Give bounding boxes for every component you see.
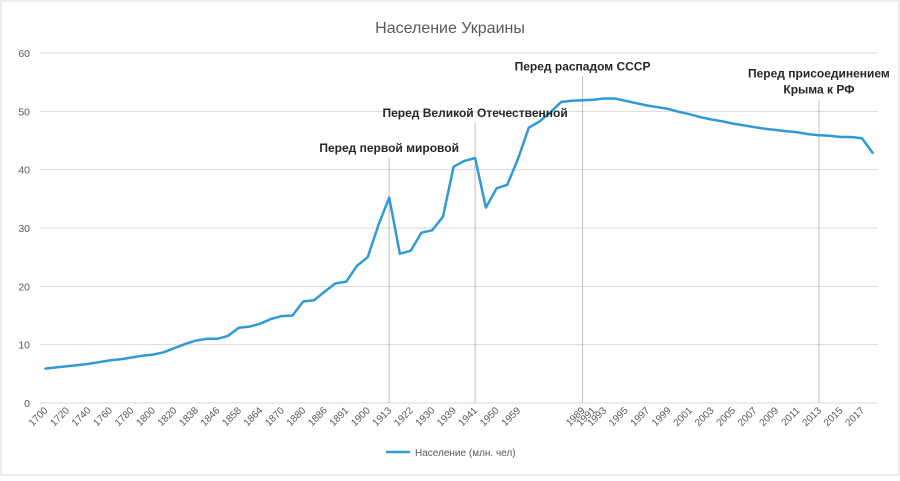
y-tick-label: 30	[18, 223, 30, 235]
y-tick-label: 40	[18, 165, 30, 177]
y-axis-ticks: 0 10 20 30 40 50 60	[18, 48, 30, 410]
series-line	[44, 97, 874, 370]
y-tick-label: 50	[18, 106, 30, 118]
legend-label: Население (млн. чел)	[415, 448, 516, 459]
y-tick-label: 20	[18, 281, 30, 293]
y-tick-label: 60	[18, 48, 30, 60]
event-annotation-label: Перед присоединением Крыма к РФ	[748, 67, 890, 97]
event-annotations: Перед первой мировой Перед Великой Отечес…	[319, 59, 890, 155]
event-annotation-label: Перед первой мировой	[319, 141, 459, 155]
gridlines	[40, 52, 878, 404]
event-annotation-label: Перед распадом СССР	[515, 59, 651, 73]
legend: Население (млн. чел)	[386, 448, 516, 459]
chart-title: Население Украины	[375, 20, 525, 37]
y-tick-label: 10	[18, 340, 30, 352]
y-tick-label: 0	[24, 398, 30, 410]
series-layer	[44, 97, 874, 370]
event-annotation-label: Перед Великой Отечественной	[383, 106, 568, 120]
